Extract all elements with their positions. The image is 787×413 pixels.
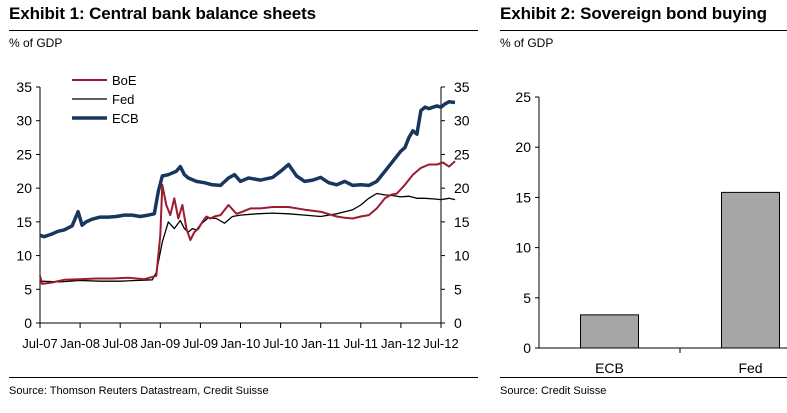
x-tick-label: Jul-07 xyxy=(22,336,57,351)
legend-label-boe: BoE xyxy=(112,73,137,88)
x-tick-label: Jul-12 xyxy=(423,336,458,351)
exhibit-2-panel: Exhibit 2: Sovereign bond buying % of GD… xyxy=(497,0,787,413)
y-tick-label: 0 xyxy=(523,340,531,356)
x-tick-label: Jan-10 xyxy=(221,336,261,351)
exhibit-2-source: Source: Credit Suisse xyxy=(500,385,607,397)
y-tick-label: 15 xyxy=(515,189,531,205)
bar-fed xyxy=(721,191,780,349)
y-tick-label-left: 20 xyxy=(16,180,32,196)
x-tick-label: Jan-08 xyxy=(60,336,100,351)
y-tick-label-right: 10 xyxy=(454,248,470,264)
y-tick-label-right: 30 xyxy=(454,113,470,129)
exhibit-2-title: Exhibit 2: Sovereign bond buying xyxy=(500,4,767,23)
y-tick-label-left: 5 xyxy=(24,281,32,297)
y-tick-label-right: 0 xyxy=(454,315,462,331)
bar-ecb xyxy=(580,314,639,349)
exhibit-1-title: Exhibit 1: Central bank balance sheets xyxy=(9,4,317,23)
y-tick-label-right: 35 xyxy=(454,79,470,95)
y-tick-label-left: 25 xyxy=(16,146,32,162)
exhibit-2-title-rule xyxy=(500,30,787,31)
exhibit-1-source-rule xyxy=(9,377,478,378)
exhibit-1-series xyxy=(39,100,456,285)
x-tick-label: Jul-09 xyxy=(183,336,218,351)
exhibit-1-panel: Exhibit 1: Central bank balance sheets %… xyxy=(9,4,478,397)
legend-label-fed: Fed xyxy=(112,92,134,107)
exhibit-2-bar-chart: 0 5 10 15 20 25 ECB Fed xyxy=(515,89,787,376)
y-tick-label-left: 15 xyxy=(16,214,32,230)
x-tick-label: Jul-08 xyxy=(102,336,137,351)
y-tick-label: 10 xyxy=(515,240,531,256)
exhibit-1-title-rule xyxy=(9,30,478,31)
y-tick-label-left: 35 xyxy=(16,79,32,95)
x-category-label: Fed xyxy=(738,360,762,376)
y-tick-label-right: 15 xyxy=(454,214,470,230)
legend-label-ecb: ECB xyxy=(112,111,139,126)
y-tick-label: 25 xyxy=(515,89,531,105)
y-tick-label: 5 xyxy=(523,290,531,306)
series-line-ecb xyxy=(39,100,456,239)
exhibit-1-line-chart: 0 0 5 5 10 10 15 15 20 20 25 25 30 30 35 35 Jul-07 Jan-08… xyxy=(16,73,469,351)
x-tick-label: Jan-09 xyxy=(140,336,180,351)
y-tick-label-left: 0 xyxy=(24,315,32,331)
x-tick-label: Jan-12 xyxy=(381,336,421,351)
y-tick-label-right: 20 xyxy=(454,180,470,196)
x-tick-label: Jul-11 xyxy=(344,336,378,351)
exhibit-1-axes: 0 0 5 5 10 10 15 15 20 20 25 25 30 30 35 35 Jul-07 Jan-08… xyxy=(16,79,469,351)
y-tick-label: 20 xyxy=(515,139,531,155)
exhibit-1-legend: BoE Fed ECB xyxy=(72,73,139,126)
exhibit-1-source: Source: Thomson Reuters Datastream, Cred… xyxy=(9,385,269,397)
exhibit-1-unit-label: % of GDP xyxy=(9,36,63,50)
exhibit-2-bars xyxy=(580,191,780,349)
x-tick-label: Jan-11 xyxy=(301,336,340,351)
y-tick-label-right: 5 xyxy=(454,281,462,297)
exhibit-2-source-rule xyxy=(500,377,787,378)
y-tick-label-right: 25 xyxy=(454,146,470,162)
y-tick-label-left: 30 xyxy=(16,113,32,129)
series-line-fed xyxy=(39,192,456,283)
series-line-boe xyxy=(39,160,456,285)
x-tick-label: Jul-10 xyxy=(263,336,298,351)
exhibit-2-unit-label: % of GDP xyxy=(500,36,554,50)
y-tick-label-left: 10 xyxy=(16,248,32,264)
x-category-label: ECB xyxy=(595,360,624,376)
